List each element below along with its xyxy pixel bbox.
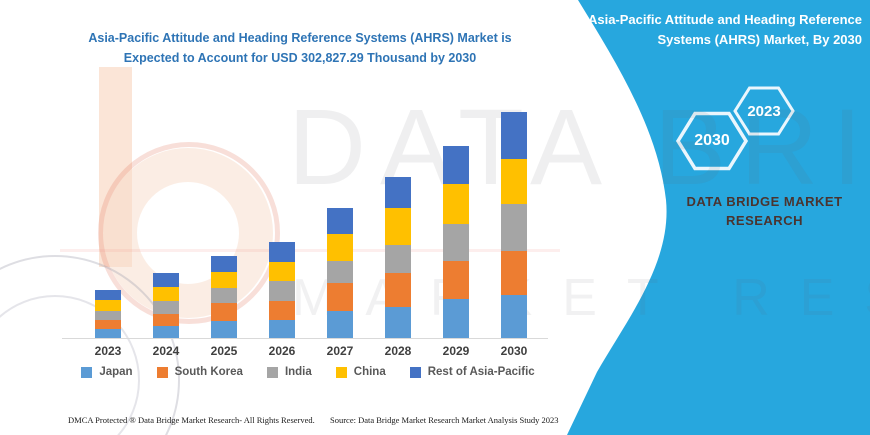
bar-segment-south-korea-2024: [153, 314, 179, 327]
logo-watermark-arc: [98, 142, 280, 324]
bar-segment-china-2030: [501, 159, 527, 205]
bar-segment-japan-2029: [443, 299, 469, 338]
bar-segment-japan-2024: [153, 326, 179, 338]
source-notice: Source: Data Bridge Market Research Mark…: [330, 415, 559, 425]
bar-segment-rest-of-asia-pacific-2030: [501, 112, 527, 160]
bar-segment-india-2024: [153, 301, 179, 315]
bar-segment-rest-of-asia-pacific-2024: [153, 273, 179, 288]
hexagon-2023-icon: [733, 86, 795, 136]
bar-segment-china-2025: [211, 272, 237, 289]
bar-segment-japan-2023: [95, 328, 121, 338]
bar-segment-india-2026: [269, 281, 295, 302]
bar-segment-south-korea-2028: [385, 273, 411, 308]
x-axis-label-2023: 2023: [94, 344, 122, 358]
legend-item-india: India: [266, 366, 312, 378]
x-axis-label-2024: 2024: [152, 344, 180, 358]
legend-item-japan: Japan: [81, 366, 133, 378]
chart-headline: Asia-Pacific Attitude and Heading Refere…: [88, 31, 512, 65]
bar-segment-india-2029: [443, 224, 469, 262]
brand-name: DATA BRIDGE MARKET RESEARCH: [662, 193, 867, 231]
bar-segment-india-2023: [95, 310, 121, 320]
legend-label: China: [353, 366, 386, 378]
bar-segment-japan-2026: [269, 320, 295, 338]
legend-label: Japan: [99, 366, 133, 378]
legend-item-china: China: [335, 366, 386, 378]
bar-segment-india-2030: [501, 204, 527, 252]
bar-segment-rest-of-asia-pacific-2025: [211, 256, 237, 273]
bar-segment-japan-2030: [501, 295, 527, 338]
legend-swatch-icon: [81, 366, 93, 378]
bar-segment-japan-2028: [385, 307, 411, 338]
bar-segment-rest-of-asia-pacific-2023: [95, 289, 121, 301]
legend-swatch-icon: [266, 366, 278, 378]
bar-segment-india-2028: [385, 245, 411, 274]
legend-item-south-korea: South Korea: [156, 366, 243, 378]
x-axis-label-2029: 2029: [442, 344, 470, 358]
bar-segment-china-2028: [385, 208, 411, 246]
bar-segment-china-2023: [95, 300, 121, 311]
legend-label: Rest of Asia-Pacific: [427, 366, 535, 378]
bar-segment-china-2027: [327, 234, 353, 262]
x-axis-label-2025: 2025: [210, 344, 238, 358]
bar-segment-south-korea-2025: [211, 303, 237, 322]
legend-swatch-icon: [409, 366, 421, 378]
bar-segment-china-2024: [153, 287, 179, 302]
x-axis-label-2027: 2027: [326, 344, 354, 358]
brand-line1: DATA BRIDGE MARKET: [686, 194, 843, 209]
bar-segment-south-korea-2023: [95, 319, 121, 329]
bar-segment-south-korea-2030: [501, 251, 527, 296]
bar-segment-rest-of-asia-pacific-2027: [327, 208, 353, 235]
bar-segment-japan-2025: [211, 321, 237, 338]
legend-label: South Korea: [174, 366, 243, 378]
bar-segment-japan-2027: [327, 311, 353, 338]
x-axis-label-2026: 2026: [268, 344, 296, 358]
bar-segment-rest-of-asia-pacific-2029: [443, 146, 469, 185]
legend-swatch-icon: [156, 366, 168, 378]
bar-segment-rest-of-asia-pacific-2028: [385, 177, 411, 209]
bar-chart-plot-area: [62, 107, 548, 339]
brand-line2: RESEARCH: [726, 212, 803, 228]
legend-swatch-icon: [335, 366, 347, 378]
bar-segment-rest-of-asia-pacific-2026: [269, 242, 295, 263]
hexagon-year-2030: 2030: [694, 132, 730, 149]
x-axis-label-2030: 2030: [500, 344, 528, 358]
bar-segment-india-2027: [327, 261, 353, 284]
legend-label: India: [284, 366, 312, 378]
x-axis-labels: 2023 2024 2025 2026 2027 2028 2029 2030: [62, 344, 548, 360]
dmca-notice: DMCA Protected ® Data Bridge Market Rese…: [68, 415, 315, 425]
hexagon-2030-icon: [675, 111, 749, 171]
watermark-line: [60, 249, 560, 252]
side-panel-background: [567, 0, 870, 435]
legend-item-rest-of-asia-pacific: Rest of Asia-Pacific: [409, 366, 535, 378]
x-axis-line: [62, 338, 548, 339]
hexagon-year-2023: 2023: [747, 103, 781, 120]
bar-segment-south-korea-2026: [269, 301, 295, 321]
bar-segment-south-korea-2029: [443, 261, 469, 300]
bar-segment-china-2026: [269, 262, 295, 282]
bar-segment-india-2025: [211, 288, 237, 304]
x-axis-label-2028: 2028: [384, 344, 412, 358]
bar-segment-south-korea-2027: [327, 283, 353, 312]
bar-segment-china-2029: [443, 184, 469, 225]
chart-legend: Japan South Korea India China Rest of Asia-P…: [70, 366, 546, 378]
side-panel-title: Asia-Pacific Attitude and Heading Refere…: [587, 12, 862, 48]
